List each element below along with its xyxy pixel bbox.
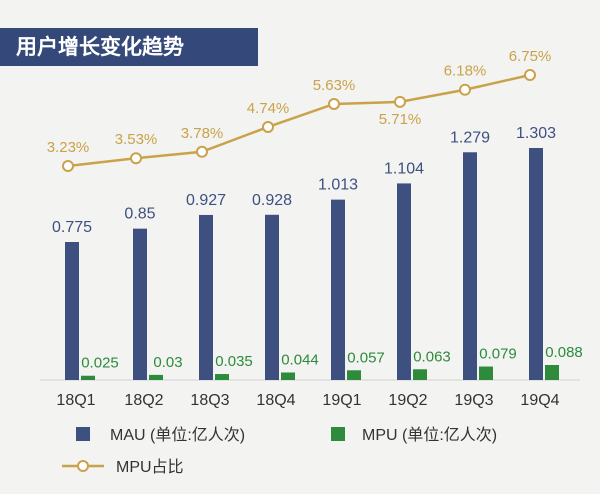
mpu-value-label: 0.088 — [545, 344, 583, 361]
mpu-bar — [413, 369, 427, 380]
mpu-value-label: 0.044 — [281, 352, 319, 369]
legend-mau-swatch — [76, 427, 90, 441]
mpu-value-label: 0.03 — [153, 354, 182, 371]
x-tick-label: 19Q3 — [454, 392, 493, 409]
mau-value-label: 1.013 — [318, 177, 358, 194]
mpu-bar — [281, 372, 295, 380]
mpu-ratio-label: 3.23% — [47, 139, 90, 156]
legend-mau-label: MAU (单位:亿人次) — [110, 426, 245, 444]
mpu-bar — [81, 375, 95, 380]
legend-mpu-label: MPU (单位:亿人次) — [362, 426, 497, 444]
legend-mpu-swatch — [331, 427, 345, 441]
mpu-ratio-point — [130, 152, 142, 165]
mpu-ratio-point — [262, 120, 274, 133]
mpu-value-label: 0.035 — [215, 353, 253, 370]
mpu-bar — [215, 374, 229, 380]
x-tick-label: 18Q3 — [190, 392, 229, 409]
x-tick-label: 19Q4 — [520, 392, 559, 409]
legend-ratio-label: MPU占比 — [116, 458, 184, 476]
mpu-bar — [479, 366, 493, 380]
mpu-ratio-label: 4.74% — [247, 100, 290, 117]
mpu-ratio-line — [67, 73, 531, 168]
mau-bar — [265, 214, 279, 380]
mau-value-label: 0.927 — [186, 192, 226, 209]
mau-bar — [463, 152, 477, 380]
mpu-bar — [545, 365, 559, 380]
mpu-value-label: 0.025 — [81, 355, 119, 372]
x-tick-label: 19Q2 — [388, 392, 427, 409]
mpu-ratio-label: 6.18% — [444, 63, 487, 80]
mau-bar — [65, 242, 79, 380]
mpu-ratio-label: 3.53% — [115, 131, 158, 148]
mau-value-label: 0.928 — [252, 192, 292, 209]
mpu-value-label: 0.063 — [413, 348, 451, 365]
mpu-ratio-label: 3.78% — [181, 125, 224, 142]
x-tick-label: 18Q2 — [124, 392, 163, 409]
mau-bar — [199, 214, 213, 380]
mpu-ratio-point — [459, 83, 471, 96]
mpu-ratio-point — [196, 145, 208, 158]
mpu-bar — [149, 374, 163, 380]
legend-ratio-swatch-point — [77, 460, 89, 472]
mau-bar — [331, 199, 345, 380]
mau-value-label: 1.279 — [450, 129, 490, 146]
mau-value-label: 0.85 — [124, 206, 155, 223]
mpu-ratio-label: 5.71% — [379, 111, 422, 128]
chart-title: 用户增长变化趋势 — [16, 35, 184, 59]
mau-value-label: 0.775 — [52, 219, 92, 236]
mau-bar — [133, 228, 147, 380]
mpu-ratio-label: 5.63% — [313, 77, 356, 94]
mpu-bar — [347, 370, 361, 380]
mpu-ratio-point — [394, 95, 406, 108]
mau-bar — [397, 183, 411, 380]
mpu-ratio-label: 6.75% — [509, 48, 552, 65]
mpu-ratio-point — [524, 69, 536, 81]
mpu-value-label: 0.079 — [479, 346, 517, 363]
mpu-ratio-point — [328, 97, 340, 110]
x-tick-label: 19Q1 — [322, 392, 361, 409]
mau-bar — [529, 148, 543, 380]
mpu-ratio-point — [62, 160, 74, 172]
mpu-value-label: 0.057 — [347, 349, 385, 366]
x-tick-label: 18Q1 — [56, 392, 95, 409]
mau-value-label: 1.303 — [516, 125, 556, 142]
title-bar: 用户增长变化趋势 — [0, 28, 258, 66]
x-tick-label: 18Q4 — [256, 392, 295, 409]
mau-value-label: 1.104 — [384, 160, 424, 177]
